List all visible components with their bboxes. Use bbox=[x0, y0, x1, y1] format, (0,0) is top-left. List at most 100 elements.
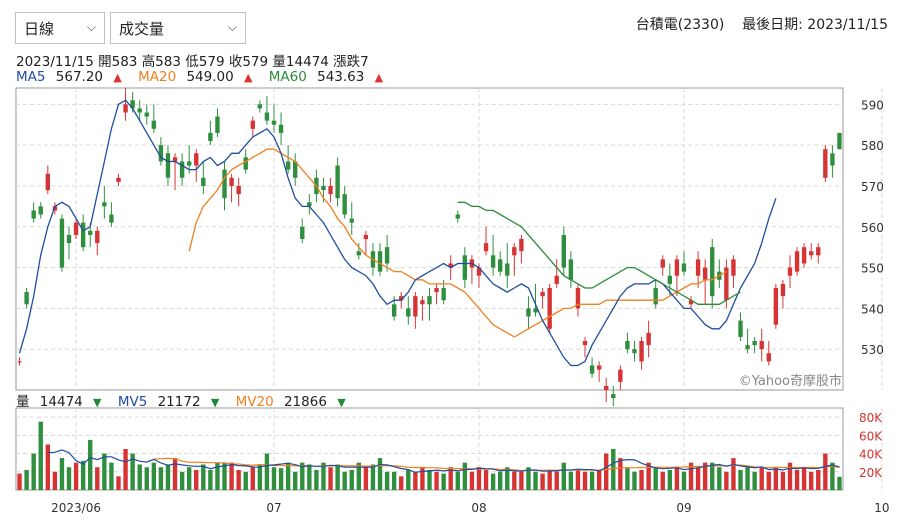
volume-bar bbox=[702, 462, 708, 490]
volume-bar bbox=[413, 471, 418, 490]
volume-bar bbox=[554, 471, 559, 490]
candle-body bbox=[38, 206, 43, 215]
candle-body bbox=[667, 275, 673, 284]
price-tick-label: 550 bbox=[861, 262, 884, 276]
candle-body bbox=[179, 161, 185, 178]
candle-body bbox=[589, 365, 595, 374]
volume-bar bbox=[505, 467, 510, 490]
candle-body bbox=[476, 267, 482, 276]
volume-bar bbox=[88, 439, 93, 490]
volume-bar bbox=[695, 467, 701, 490]
volume-bar bbox=[497, 471, 503, 490]
volume-bar bbox=[194, 469, 199, 490]
volume-bar bbox=[568, 471, 574, 490]
volume-bar bbox=[328, 467, 333, 490]
volume-bar bbox=[830, 462, 835, 490]
candle-body bbox=[745, 345, 750, 350]
candle-body bbox=[285, 161, 291, 170]
candle-body bbox=[399, 296, 404, 301]
candle-body bbox=[759, 341, 764, 350]
candle-body bbox=[816, 247, 821, 256]
volume-bar bbox=[335, 464, 340, 490]
volume-bar bbox=[717, 467, 722, 490]
vol-legend: 量 14474 ▼ bbox=[16, 394, 108, 410]
candle-body bbox=[31, 210, 36, 219]
candle-body bbox=[66, 234, 72, 244]
volume-bar bbox=[95, 467, 100, 490]
volume-bar bbox=[363, 467, 369, 490]
ma20-line bbox=[188, 148, 727, 338]
volume-bar bbox=[250, 467, 255, 490]
x-tick-label: 2023/06 bbox=[51, 501, 101, 515]
period-select[interactable]: 日線 ⌵ bbox=[15, 12, 105, 44]
candle-body bbox=[80, 222, 86, 248]
volume-bar bbox=[547, 469, 552, 490]
mv5-line bbox=[47, 449, 840, 473]
up-triangle-icon: ▲ bbox=[374, 71, 384, 84]
candle-body bbox=[632, 349, 637, 354]
volume-bar bbox=[80, 460, 86, 490]
volume-bar bbox=[448, 467, 453, 490]
indicator-select[interactable]: 成交量 ⌵ bbox=[110, 12, 246, 44]
volume-bar bbox=[462, 462, 468, 490]
price-tick-label: 580 bbox=[861, 139, 884, 153]
candle-body bbox=[618, 369, 623, 382]
candle-body bbox=[335, 165, 340, 199]
down-triangle-icon: ▼ bbox=[93, 396, 102, 409]
candle-body bbox=[144, 112, 149, 117]
volume-bar bbox=[674, 467, 680, 490]
volume-bar bbox=[66, 467, 72, 490]
volume-bar bbox=[434, 471, 439, 490]
volume-bar bbox=[745, 467, 750, 490]
ohlc-date: 2023/11/15 bbox=[16, 54, 94, 70]
candle-body bbox=[264, 112, 270, 121]
volume-bar bbox=[151, 462, 157, 490]
candle-body bbox=[837, 132, 842, 150]
down-triangle-icon: ▼ bbox=[210, 396, 220, 409]
ohlc-low: 低579 bbox=[185, 54, 225, 70]
candle-body bbox=[773, 287, 779, 325]
candle-body bbox=[653, 287, 658, 305]
period-select-value: 日線 bbox=[24, 19, 55, 38]
volume-bar bbox=[526, 467, 531, 490]
candle-body bbox=[794, 251, 800, 272]
volume-bar bbox=[38, 421, 43, 490]
candle-body bbox=[519, 239, 524, 252]
candle-body bbox=[646, 332, 651, 346]
candle-body bbox=[596, 365, 602, 370]
x-tick-label: 10 bbox=[874, 501, 889, 515]
volume-bar bbox=[285, 462, 291, 490]
volume-bar bbox=[307, 464, 312, 490]
volume-bar bbox=[724, 471, 729, 490]
mv5-label: MV5 bbox=[117, 394, 148, 410]
stock-header: 台積電(2330) 最後日期: 2023/11/15 bbox=[636, 14, 888, 34]
volume-bar bbox=[611, 449, 616, 490]
volume-bar bbox=[102, 453, 107, 490]
last-date: 最後日期: 2023/11/15 bbox=[742, 17, 888, 33]
candle-body bbox=[215, 116, 220, 133]
volume-bar bbox=[186, 467, 192, 490]
candle-body bbox=[151, 120, 157, 129]
volume-tick-label: 60K bbox=[859, 429, 883, 443]
volume-bar bbox=[399, 476, 404, 490]
price-tick-label: 530 bbox=[861, 343, 884, 357]
candle-body bbox=[561, 234, 566, 268]
volume-bar bbox=[271, 467, 277, 490]
candle-body bbox=[137, 108, 142, 113]
volume-bar bbox=[519, 471, 524, 490]
ohlc-info: 2023/11/15 開583 高583 低579 收579 量14474 漲跌… bbox=[16, 50, 369, 70]
volume-bar bbox=[215, 462, 220, 490]
candle-body bbox=[158, 145, 164, 162]
volume-bar bbox=[533, 471, 538, 490]
volume-tick-label: 80K bbox=[859, 411, 883, 425]
candle-body bbox=[568, 259, 574, 280]
volume-bar bbox=[130, 453, 135, 490]
volume-bar bbox=[632, 471, 637, 490]
candle-body bbox=[497, 259, 503, 272]
up-triangle-icon: ▲ bbox=[113, 71, 122, 84]
volume-bar bbox=[45, 444, 50, 490]
volume-bar bbox=[667, 469, 673, 490]
candle-body bbox=[780, 283, 786, 297]
volume-bar bbox=[59, 458, 65, 490]
